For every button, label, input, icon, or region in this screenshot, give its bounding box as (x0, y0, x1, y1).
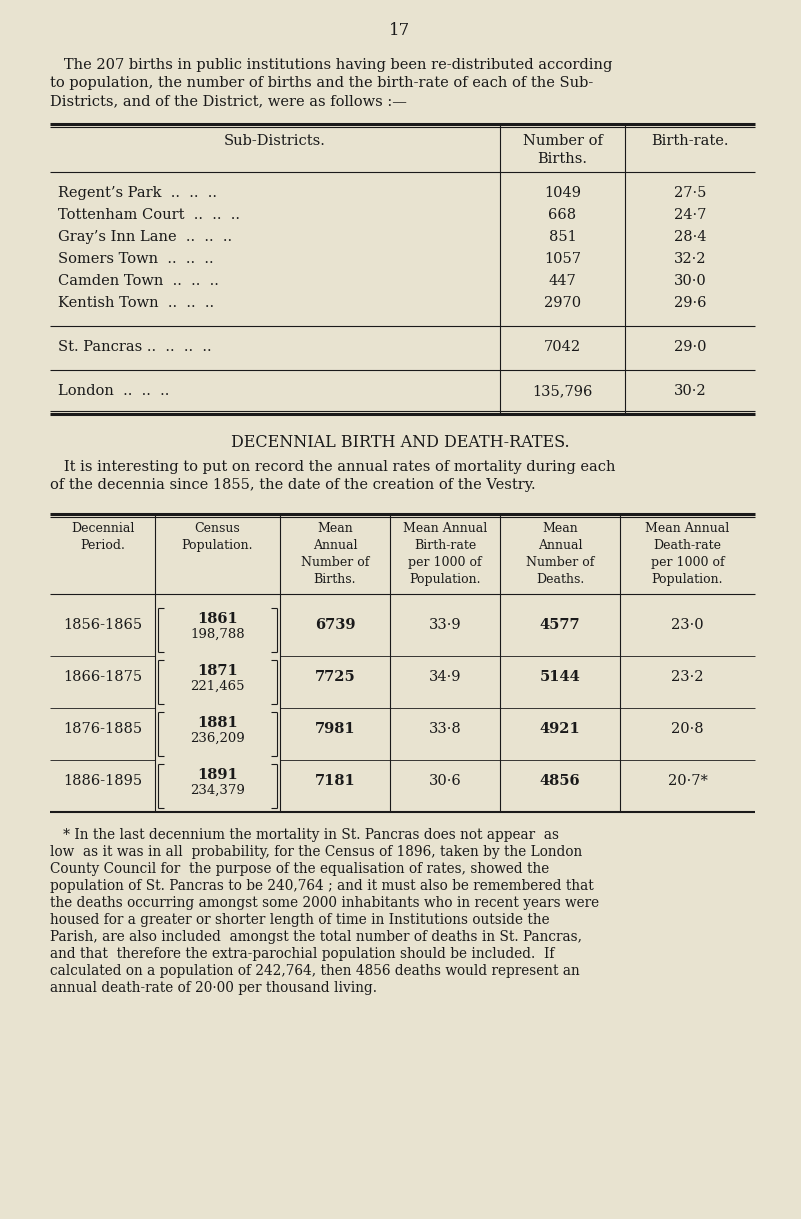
Text: 1861: 1861 (197, 612, 238, 627)
Text: Number of
Births.: Number of Births. (522, 134, 602, 167)
Text: 32·2: 32·2 (674, 252, 706, 266)
Text: the deaths occurring amongst some 2000 inhabitants who in recent years were: the deaths occurring amongst some 2000 i… (50, 896, 599, 911)
Text: 23·2: 23·2 (671, 670, 704, 684)
Text: 1049: 1049 (544, 187, 581, 200)
Text: Mean Annual
Death-rate
per 1000 of
Population.: Mean Annual Death-rate per 1000 of Popul… (646, 522, 730, 586)
Text: * In the last decennium the mortality in St. Pancras does not appear  as: * In the last decennium the mortality in… (50, 828, 559, 842)
Text: 1876-1885: 1876-1885 (63, 722, 142, 736)
Text: 4856: 4856 (540, 774, 580, 787)
Text: population of St. Pancras to be 240,764 ; and it must also be remembered that: population of St. Pancras to be 240,764 … (50, 879, 594, 894)
Text: 29·0: 29·0 (674, 340, 706, 354)
Text: Sub-Districts.: Sub-Districts. (224, 134, 326, 147)
Text: 1866-1875: 1866-1875 (63, 670, 142, 684)
Text: low  as it was in all  probability, for the Census of 1896, taken by the London: low as it was in all probability, for th… (50, 845, 582, 859)
Text: 2970: 2970 (544, 296, 581, 310)
Text: 20·7*: 20·7* (667, 774, 707, 787)
Text: and that  therefore the extra-parochial population should be included.  If: and that therefore the extra-parochial p… (50, 947, 554, 961)
Text: 27·5: 27·5 (674, 187, 706, 200)
Text: Mean
Annual
Number of
Deaths.: Mean Annual Number of Deaths. (525, 522, 594, 586)
Text: housed for a greater or shorter length of time in Institutions outside the: housed for a greater or shorter length o… (50, 913, 549, 926)
Text: 6739: 6739 (315, 618, 356, 631)
Text: 30·2: 30·2 (674, 384, 706, 397)
Text: 28·4: 28·4 (674, 230, 706, 244)
Text: Tottenham Court  ..  ..  ..: Tottenham Court .. .. .. (58, 208, 240, 222)
Text: calculated on a population of 242,764, then 4856 deaths would represent an: calculated on a population of 242,764, t… (50, 964, 580, 978)
Text: 23·0: 23·0 (671, 618, 704, 631)
Text: Regent’s Park  ..  ..  ..: Regent’s Park .. .. .. (58, 187, 217, 200)
Text: 135,796: 135,796 (533, 384, 593, 397)
Text: annual death-rate of 20·00 per thousand living.: annual death-rate of 20·00 per thousand … (50, 981, 377, 995)
Text: Somers Town  ..  ..  ..: Somers Town .. .. .. (58, 252, 214, 266)
Text: 236,209: 236,209 (190, 731, 245, 745)
Text: of the decennia since 1855, the date of the creation of the Vestry.: of the decennia since 1855, the date of … (50, 478, 536, 492)
Text: The 207 births in public institutions having been re-distributed according: The 207 births in public institutions ha… (50, 59, 613, 72)
Text: 221,465: 221,465 (191, 680, 245, 692)
Text: 24·7: 24·7 (674, 208, 706, 222)
Text: Kentish Town  ..  ..  ..: Kentish Town .. .. .. (58, 296, 214, 310)
Text: DECENNIAL BIRTH AND DEATH-RATES.: DECENNIAL BIRTH AND DEATH-RATES. (231, 434, 570, 451)
Text: It is interesting to put on record the annual rates of mortality during each: It is interesting to put on record the a… (50, 460, 615, 474)
Text: Census
Population.: Census Population. (182, 522, 253, 552)
Text: 30·0: 30·0 (674, 274, 706, 288)
Text: 17: 17 (389, 22, 411, 39)
Text: Gray’s Inn Lane  ..  ..  ..: Gray’s Inn Lane .. .. .. (58, 230, 232, 244)
Text: 1871: 1871 (197, 664, 238, 678)
Text: 33·9: 33·9 (429, 618, 461, 631)
Text: Districts, and of the District, were as follows :—: Districts, and of the District, were as … (50, 94, 407, 108)
Text: Mean Annual
Birth-rate
per 1000 of
Population.: Mean Annual Birth-rate per 1000 of Popul… (403, 522, 487, 586)
Text: 1057: 1057 (544, 252, 581, 266)
Text: 30·6: 30·6 (429, 774, 461, 787)
Text: 4921: 4921 (540, 722, 581, 736)
Text: London  ..  ..  ..: London .. .. .. (58, 384, 169, 397)
Text: 7725: 7725 (315, 670, 356, 684)
Text: 7181: 7181 (315, 774, 356, 787)
Text: Mean
Annual
Number of
Births.: Mean Annual Number of Births. (301, 522, 369, 586)
Text: 7981: 7981 (315, 722, 356, 736)
Text: 7042: 7042 (544, 340, 581, 354)
Text: 234,379: 234,379 (190, 784, 245, 797)
Text: St. Pancras ..  ..  ..  ..: St. Pancras .. .. .. .. (58, 340, 211, 354)
Text: 1856-1865: 1856-1865 (63, 618, 142, 631)
Text: 1891: 1891 (197, 768, 238, 783)
Text: 20·8: 20·8 (671, 722, 704, 736)
Text: Camden Town  ..  ..  ..: Camden Town .. .. .. (58, 274, 219, 288)
Text: 34·9: 34·9 (429, 670, 461, 684)
Text: 198,788: 198,788 (190, 628, 245, 641)
Text: Birth-rate.: Birth-rate. (651, 134, 729, 147)
Text: 1881: 1881 (197, 716, 238, 730)
Text: 33·8: 33·8 (429, 722, 461, 736)
Text: 29·6: 29·6 (674, 296, 706, 310)
Text: to population, the number of births and the birth-rate of each of the Sub-: to population, the number of births and … (50, 76, 594, 90)
Text: 668: 668 (549, 208, 577, 222)
Text: Parish, are also included  amongst the total number of deaths in St. Pancras,: Parish, are also included amongst the to… (50, 930, 582, 944)
Text: County Council for  the purpose of the equalisation of rates, showed the: County Council for the purpose of the eq… (50, 862, 549, 876)
Text: 851: 851 (549, 230, 577, 244)
Text: 4577: 4577 (540, 618, 580, 631)
Text: 447: 447 (549, 274, 577, 288)
Text: Decennial
Period.: Decennial Period. (70, 522, 135, 552)
Text: 5144: 5144 (540, 670, 581, 684)
Text: 1886-1895: 1886-1895 (63, 774, 142, 787)
